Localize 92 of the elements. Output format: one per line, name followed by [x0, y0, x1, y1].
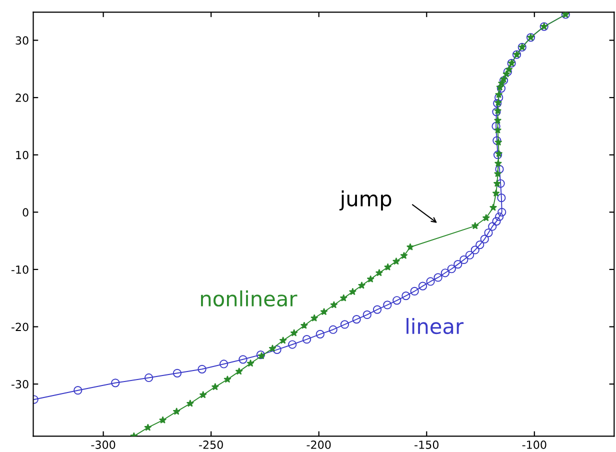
point: [434, 273, 442, 282]
point: [352, 314, 361, 324]
point: [494, 212, 504, 222]
point: [482, 214, 490, 222]
point: [279, 336, 287, 344]
point: [505, 66, 513, 73]
point: [489, 204, 498, 211]
x-tick-label: -250: [199, 440, 223, 449]
point: [375, 268, 383, 276]
y-tick-label: 0: [22, 208, 28, 217]
point: [199, 390, 207, 398]
point: [492, 217, 501, 226]
point: [288, 340, 297, 349]
point: [460, 255, 468, 264]
point: [238, 355, 248, 364]
y-tick-label: 10: [16, 150, 28, 160]
point: [470, 246, 480, 254]
point: [498, 208, 506, 216]
series-label: nonlinear: [201, 290, 298, 307]
point: [272, 345, 282, 354]
point: [340, 294, 348, 302]
point: [290, 329, 298, 336]
point: [172, 408, 180, 415]
point: [480, 234, 489, 244]
point: [302, 335, 312, 344]
point: [144, 424, 152, 431]
x-tick-label: -150: [414, 440, 438, 449]
point: [494, 170, 502, 178]
point: [328, 325, 338, 334]
point: [494, 160, 502, 167]
annotation: jump: [339, 190, 392, 211]
point: [495, 164, 504, 174]
x-tick-label: -100: [522, 440, 546, 449]
point: [488, 222, 497, 231]
point: [410, 286, 419, 296]
point: [330, 301, 338, 308]
point: [496, 179, 505, 188]
point: [495, 90, 503, 98]
point: [476, 240, 484, 250]
point: [159, 416, 167, 424]
point: [246, 359, 254, 367]
y-tick-label: 20: [16, 94, 28, 102]
point: [392, 296, 402, 305]
point: [268, 344, 276, 352]
point: [492, 189, 500, 197]
point: [74, 386, 82, 395]
point: [211, 382, 219, 390]
point: [494, 116, 502, 124]
y-tick-label: -10: [11, 265, 28, 274]
point: [492, 122, 500, 131]
point: [402, 292, 410, 300]
point: [447, 264, 456, 274]
point: [494, 126, 502, 134]
point: [144, 373, 154, 382]
point: [310, 314, 318, 322]
point: [372, 305, 382, 314]
point: [366, 275, 374, 282]
point: [471, 222, 479, 230]
point: [300, 322, 308, 329]
point: [426, 277, 435, 286]
point: [418, 282, 428, 290]
point: [497, 194, 506, 202]
point: [198, 364, 206, 374]
point: [235, 367, 243, 375]
point: [392, 257, 400, 265]
point: [440, 268, 450, 278]
y-tick-label: 30: [16, 36, 28, 45]
point: [316, 330, 324, 338]
point: [111, 378, 120, 388]
x-tick-label: -300: [91, 440, 116, 449]
point: [220, 360, 228, 368]
series-label: linear: [406, 318, 464, 334]
point: [454, 260, 462, 269]
point: [400, 252, 408, 259]
point: [340, 320, 350, 329]
point: [465, 250, 474, 260]
point: [358, 282, 366, 289]
point: [484, 228, 493, 238]
point: [406, 243, 414, 250]
point: [224, 376, 232, 383]
point: [493, 180, 501, 187]
point: [186, 400, 194, 407]
point: [383, 300, 392, 310]
point: [320, 308, 328, 316]
point: [384, 263, 392, 270]
y-tick-label: -30: [11, 380, 28, 388]
point: [348, 288, 356, 296]
y-tick-label: -20: [11, 322, 28, 332]
point: [172, 368, 182, 378]
point: [362, 310, 372, 320]
point: [502, 70, 510, 78]
x-tick-label: -200: [306, 440, 331, 449]
